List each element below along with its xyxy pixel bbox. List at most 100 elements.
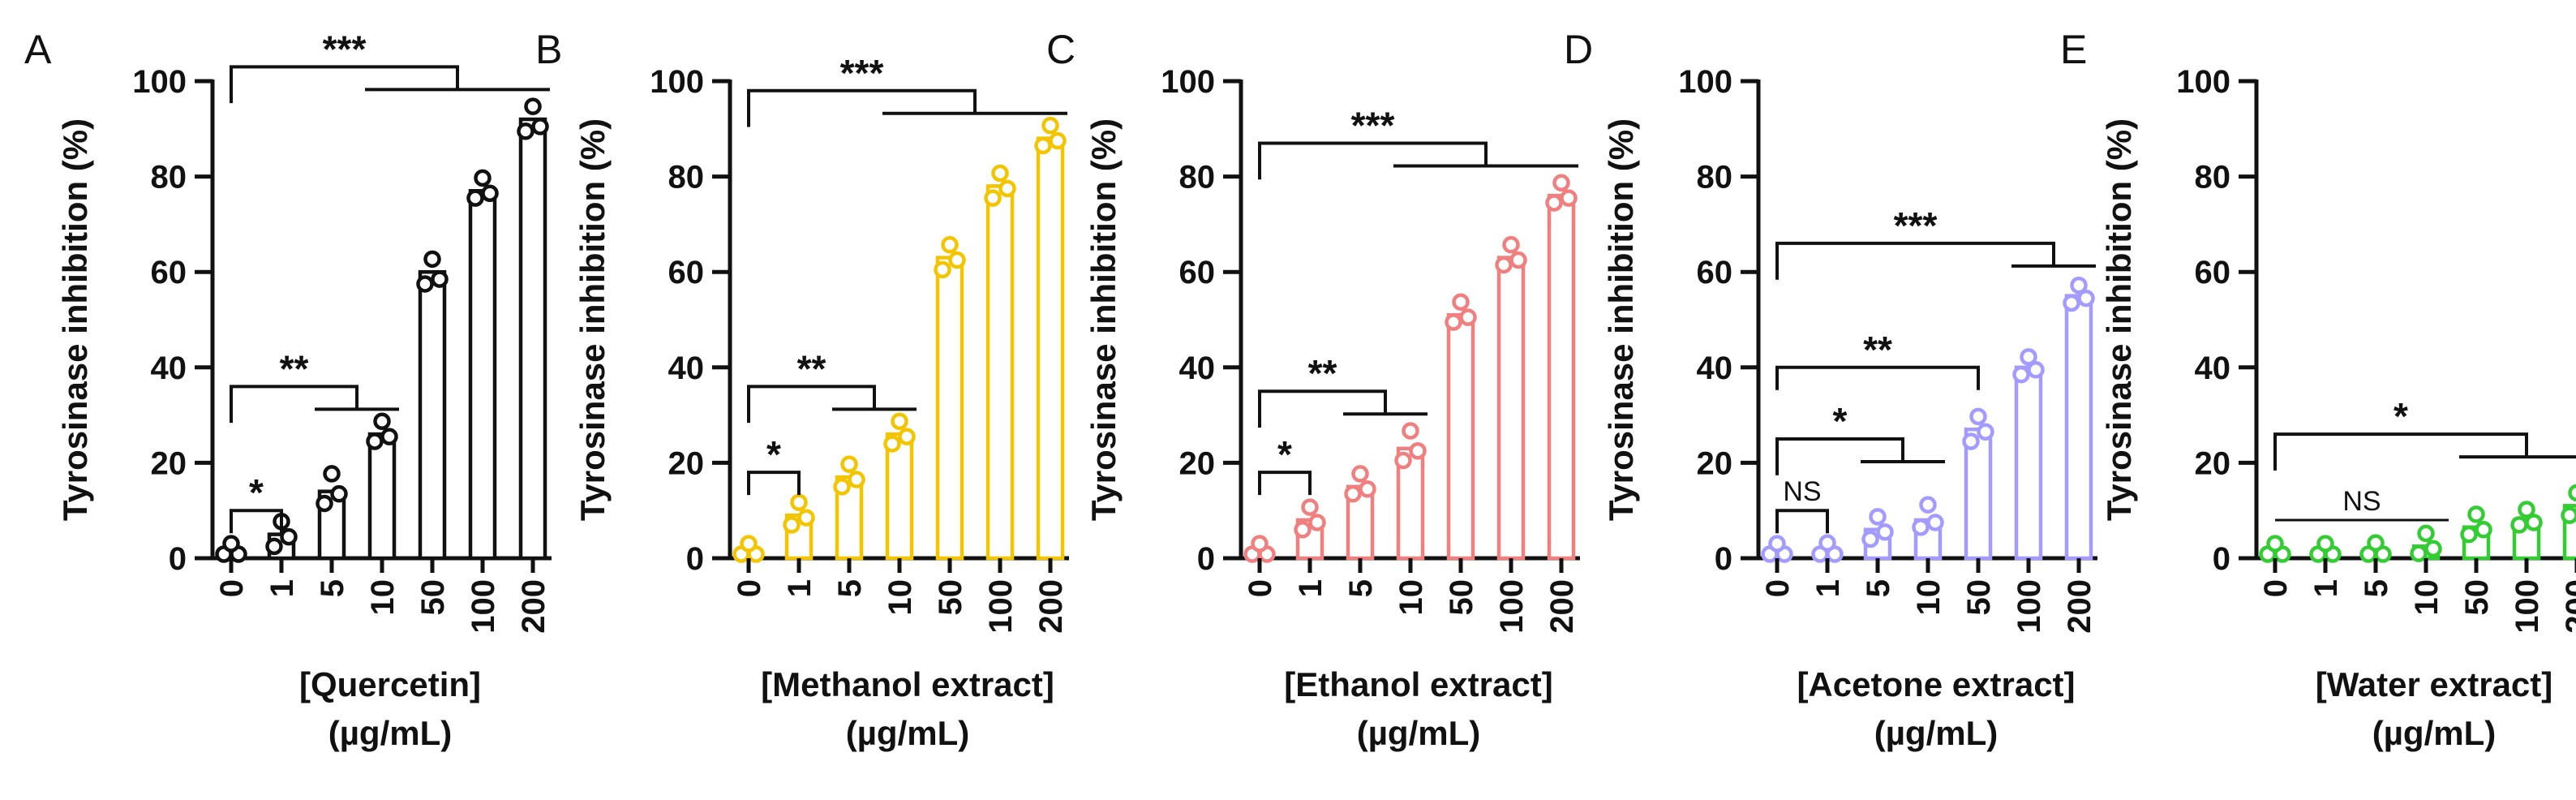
x-tick-label: 0 [732,579,767,597]
data-point [2070,276,2088,295]
x-axis-unit-label: (µg/mL) [328,714,453,752]
bar [418,269,447,561]
x-tick-label: 200 [2560,579,2576,634]
data-point [2027,361,2045,379]
x-axis-unit-label: (µg/mL) [846,714,970,752]
significance-label: *** [840,52,884,94]
significance-bracket [230,509,283,534]
y-tick-label: 60 [1179,255,1216,290]
data-point [416,275,434,293]
y-tick-label: 20 [151,445,187,481]
data-point [2367,534,2385,552]
data-point [1344,484,1362,503]
y-tick-label: 100 [650,64,704,100]
bar [1036,136,1065,561]
x-axis-label: [Ethanol extract] [1284,665,1552,703]
significance-label-ns: NS [2342,486,2381,517]
data-point [883,435,901,453]
data-point [1912,518,1930,536]
data-point [2467,505,2485,523]
bar [468,188,497,561]
significance-label: *** [1894,204,1938,247]
data-point [840,455,858,473]
x-axis-label: [Water extract] [2316,665,2553,703]
data-point [2012,365,2030,384]
x-tick-label: 100 [466,579,501,634]
data-point [1495,256,1513,274]
x-tick-label: 0 [214,579,250,597]
y-tick-label: 40 [2195,351,2231,386]
x-tick-label: 10 [365,579,401,616]
panel-letter: D [1564,27,1593,72]
x-tick-label: 10 [2409,579,2445,616]
significance-label: * [766,433,781,475]
significance-bracket [1258,471,1312,496]
x-tick-label: 1 [2308,579,2344,597]
x-tick-label: 5 [1343,579,1379,597]
data-point [1402,422,1419,440]
x-tick-label: 200 [1033,579,1069,634]
x-tick-label: 10 [1911,579,1947,616]
significance-bracket [1775,509,1829,534]
x-tick-label: 50 [2459,579,2495,616]
data-point [934,260,951,279]
data-point [466,189,484,207]
data-point [783,516,801,534]
data-point [898,428,916,445]
data-point [1861,530,1879,548]
bar [1496,256,1526,561]
significance-bracket [2273,432,2528,471]
x-tick-label: 1 [1293,579,1329,597]
y-tick-label: 0 [2213,541,2230,577]
data-point [2410,544,2428,562]
data-point [2460,525,2478,544]
y-tick-label: 80 [2195,160,2231,196]
data-point [891,412,908,430]
x-axis-unit-label: (µg/mL) [1357,714,1481,752]
data-point [1359,480,1376,498]
x-tick-label: 1 [782,579,818,597]
bar [1446,312,1475,561]
significance-bracket [747,385,876,424]
y-tick-label: 60 [668,255,705,290]
panel-letter: E [2060,27,2087,72]
data-point [366,432,384,450]
x-axis-label: [Acetone extract] [1797,665,2075,703]
data-point [948,251,966,269]
data-point [1049,131,1067,150]
y-axis-label: Tyrosinase inhibition (%) [1084,118,1123,521]
y-tick-label: 40 [1697,351,1733,386]
y-tick-label: 0 [1197,541,1215,577]
x-tick-label: 1 [1810,579,1846,597]
bar [2014,365,2043,561]
significance-label-ns: NS [1783,476,1821,507]
data-point [2424,540,2442,558]
data-point [2518,501,2535,518]
data-point [1560,189,1578,207]
data-point [1301,498,1319,516]
x-tick-label: 5 [315,579,350,597]
y-axis-label: Tyrosinase inhibition (%) [56,118,94,521]
data-point [265,537,283,556]
y-tick-label: 60 [2195,255,2231,290]
data-point [474,169,492,187]
data-point [531,118,549,135]
significance-bracket [1775,241,2055,280]
y-tick-label: 20 [1697,445,1733,481]
significance-bracket [1258,389,1387,428]
data-point [1445,313,1462,331]
x-tick-label: 1 [264,579,300,597]
panel-letter: B [535,27,562,72]
data-point [380,428,398,445]
x-tick-label: 10 [1393,579,1429,616]
data-point [998,179,1016,198]
x-tick-label: 200 [1544,579,1580,634]
data-point [517,123,535,140]
bar [885,432,914,561]
data-point [1409,442,1427,460]
x-tick-label: 100 [983,579,1019,634]
data-point [2568,484,2576,502]
x-tick-label: 100 [1494,579,1530,634]
